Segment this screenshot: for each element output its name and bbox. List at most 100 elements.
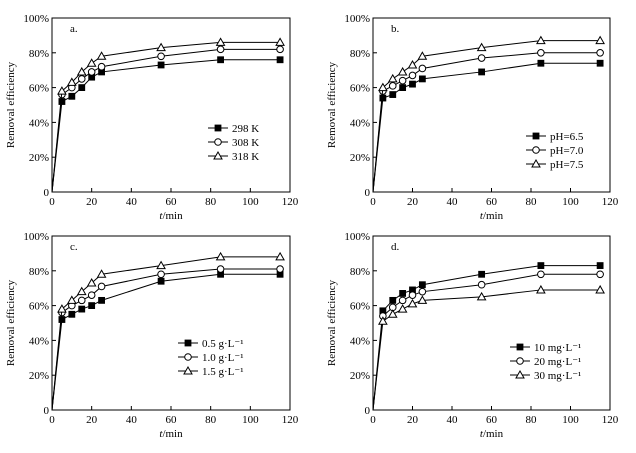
- legend: 298 K 308 K 318 K: [208, 123, 259, 163]
- x-tick-label: 0: [370, 414, 376, 426]
- legend: 10 mg·L⁻¹ 20 mg·L⁻¹ 30 mg·L⁻¹: [510, 342, 581, 382]
- data-point-circle: [418, 287, 427, 296]
- data-point-circle: [77, 296, 86, 305]
- data-point-circle: [398, 76, 407, 85]
- data-point-square: [596, 262, 604, 269]
- x-axis-title-unit: /min: [483, 428, 504, 440]
- x-tick-label: 80: [205, 414, 217, 426]
- x-axis-title: t/min: [159, 428, 183, 440]
- y-axis-title: Removal efficiency: [5, 61, 17, 148]
- x-tick-label: 120: [282, 414, 299, 426]
- y-tick-label: 60%: [350, 301, 370, 313]
- data-point-circle: [418, 64, 427, 73]
- y-axis-title: Removal efficiency: [326, 61, 338, 148]
- plot-frame: [51, 17, 291, 193]
- x-tick-label: 80: [526, 414, 538, 426]
- data-point-circle: [157, 270, 165, 279]
- data-point-square: [596, 59, 604, 67]
- legend-marker-square: [214, 124, 222, 132]
- legend-marker-triangle: [213, 150, 223, 160]
- data-point-square: [418, 75, 426, 83]
- series-line-2: [51, 48, 281, 193]
- x-tick-label: 60: [166, 414, 178, 426]
- data-point-square: [98, 296, 105, 304]
- legend-marker-triangle: [183, 365, 193, 375]
- y-tick-label: 40%: [29, 117, 49, 129]
- legend-label: 298 K: [232, 123, 259, 135]
- data-point-triangle: [57, 304, 67, 313]
- y-tick-label: 80%: [350, 48, 370, 60]
- y-tick-label: 60%: [29, 301, 49, 313]
- data-point-triangle: [476, 42, 487, 52]
- legend-label: 0.5 g·L⁻¹: [202, 338, 244, 350]
- legend-marker-square: [184, 339, 192, 347]
- data-point-square: [68, 310, 76, 318]
- x-tick-label: 40: [126, 414, 138, 426]
- legend-label: pH=7.5: [550, 159, 584, 171]
- series-line-1: [372, 62, 601, 193]
- legend-marker-triangle: [531, 158, 541, 168]
- y-tick-label: 40%: [350, 117, 370, 129]
- data-point-triangle: [378, 82, 388, 92]
- panel-4: 0 20 40 60 80 100 120 0 20% 40% 60% 80% 100% t/min Rem…: [326, 231, 619, 440]
- legend-marker-circle: [214, 138, 222, 146]
- data-point-square: [276, 56, 284, 64]
- x-tick-label: 100: [242, 196, 259, 208]
- y-axis-title: Removal efficiency: [326, 279, 338, 366]
- legend-label: 318 K: [232, 151, 259, 163]
- y-tick-label: 0: [365, 187, 371, 199]
- data-point-triangle: [215, 37, 226, 46]
- data-point-square: [217, 56, 224, 64]
- x-tick-label: 60: [486, 414, 498, 426]
- x-tick-label: 120: [282, 196, 299, 208]
- data-point-square: [537, 59, 545, 67]
- data-point-triangle: [397, 66, 408, 76]
- data-point-circle: [216, 45, 225, 54]
- data-point-triangle: [536, 284, 546, 294]
- x-axis-title-variable: t: [480, 428, 484, 440]
- data-point-triangle: [86, 277, 97, 287]
- x-axis-title-unit: /min: [483, 210, 504, 222]
- data-point-circle: [216, 265, 225, 273]
- y-tick-label: 80%: [29, 48, 49, 60]
- data-point-circle: [398, 296, 407, 305]
- data-point-circle: [537, 49, 545, 57]
- y-tick-label: 100%: [344, 231, 370, 243]
- x-tick-label: 40: [126, 196, 138, 208]
- data-point-circle: [77, 75, 86, 83]
- x-tick-label: 20: [407, 196, 419, 208]
- data-point-triangle: [387, 73, 398, 83]
- data-point-square: [537, 262, 545, 269]
- data-point-square: [478, 68, 486, 76]
- data-point-circle: [408, 71, 417, 80]
- data-point-square: [78, 84, 86, 91]
- data-point-triangle: [417, 295, 428, 304]
- legend-label: 20 mg·L⁻¹: [534, 356, 581, 368]
- data-point-triangle: [86, 58, 97, 67]
- y-tick-label: 0: [365, 405, 371, 417]
- data-point-triangle: [595, 284, 605, 294]
- data-point-circle: [97, 282, 106, 291]
- data-point-square: [478, 270, 486, 278]
- x-tick-label: 100: [242, 414, 259, 426]
- x-axis-title-variable: t: [480, 210, 484, 222]
- data-point-square: [418, 281, 426, 289]
- data-point-triangle: [407, 59, 418, 69]
- legend-marker-circle: [532, 146, 540, 154]
- data-point-circle: [596, 270, 604, 279]
- y-tick-label: 80%: [350, 266, 370, 278]
- data-point-circle: [477, 54, 486, 62]
- legend-marker-square: [516, 343, 524, 351]
- data-point-triangle: [76, 66, 87, 76]
- legend-marker-circle: [516, 357, 524, 365]
- data-point-square: [399, 290, 407, 297]
- y-tick-label: 100%: [23, 231, 49, 243]
- x-axis-title-unit: /min: [162, 210, 183, 222]
- legend: 0.5 g·L⁻¹ 1.0 g·L⁻¹ 1.5 g·L⁻¹: [178, 338, 244, 378]
- y-tick-label: 60%: [350, 83, 370, 95]
- x-tick-label: 20: [86, 414, 98, 426]
- data-point-square: [389, 296, 397, 304]
- data-point-triangle: [275, 37, 285, 46]
- x-tick-label: 80: [205, 196, 217, 208]
